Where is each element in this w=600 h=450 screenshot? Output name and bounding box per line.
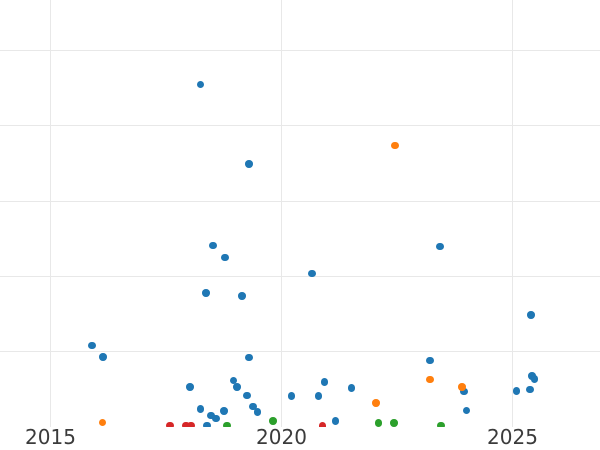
- data-point: [88, 341, 96, 350]
- data-point: [426, 375, 434, 384]
- data-point: [460, 387, 468, 396]
- data-point: [196, 405, 205, 413]
- data-point: [209, 241, 217, 250]
- data-point: [196, 80, 205, 89]
- data-point: [437, 421, 445, 427]
- horizontal-gridline: [0, 351, 600, 353]
- data-point: [99, 353, 107, 361]
- data-point: [318, 422, 327, 427]
- data-point: [426, 356, 434, 365]
- horizontal-gridline: [0, 200, 600, 202]
- data-point: [245, 160, 253, 168]
- x-tick-label-2020: 2020: [256, 425, 307, 449]
- data-point: [458, 383, 466, 391]
- data-point: [212, 414, 220, 423]
- data-point: [221, 253, 229, 262]
- data-point: [220, 407, 228, 415]
- data-point: [347, 384, 355, 392]
- data-point: [436, 242, 444, 251]
- data-point: [166, 421, 174, 427]
- data-point: [98, 418, 107, 427]
- vertical-gridline: [281, 0, 282, 427]
- data-point: [186, 383, 194, 391]
- horizontal-gridline: [0, 50, 600, 51]
- horizontal-gridline: [0, 275, 600, 277]
- data-point: [223, 421, 231, 427]
- data-point: [308, 269, 316, 278]
- data-point: [238, 292, 246, 300]
- data-point: [530, 375, 539, 383]
- data-point: [391, 141, 399, 150]
- vertical-gridline: [512, 0, 513, 427]
- data-point: [372, 399, 380, 407]
- data-point: [253, 408, 262, 416]
- data-point: [233, 383, 241, 391]
- data-point: [462, 406, 471, 415]
- data-point: [187, 421, 195, 427]
- data-point: [202, 289, 210, 297]
- data-point: [229, 376, 238, 385]
- x-tick-label-2025: 2025: [487, 425, 538, 449]
- data-point: [203, 421, 211, 427]
- data-point: [287, 392, 296, 400]
- data-point: [374, 419, 383, 427]
- x-tick-label-2015: 2015: [25, 425, 76, 449]
- data-point: [249, 402, 257, 411]
- data-point: [243, 391, 251, 400]
- data-point: [320, 378, 329, 386]
- data-point: [245, 353, 253, 362]
- horizontal-gridline: [0, 125, 600, 127]
- data-point: [512, 387, 521, 395]
- data-point: [314, 392, 323, 400]
- data-point: [331, 417, 340, 425]
- vertical-gridline: [50, 0, 51, 427]
- data-point: [390, 419, 398, 427]
- data-point: [182, 421, 190, 427]
- data-point: [207, 411, 215, 420]
- plot-area: [0, 0, 600, 427]
- data-point: [527, 311, 535, 319]
- data-point: [526, 385, 534, 394]
- data-point: [269, 417, 277, 425]
